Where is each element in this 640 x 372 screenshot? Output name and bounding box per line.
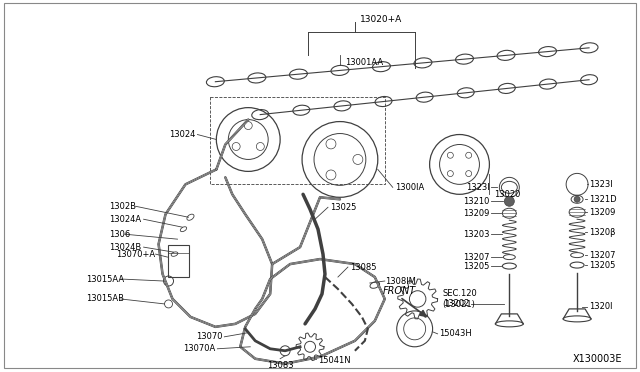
Text: 13024A: 13024A <box>109 215 141 224</box>
Text: 13209: 13209 <box>589 208 616 217</box>
Text: 13070: 13070 <box>196 332 222 341</box>
Text: 13015AB: 13015AB <box>86 295 124 304</box>
Text: 13070A: 13070A <box>183 344 216 353</box>
Text: 15043H: 15043H <box>440 329 472 338</box>
Text: 13205: 13205 <box>589 260 616 270</box>
Text: 13209: 13209 <box>463 209 490 218</box>
Text: 1320β: 1320β <box>589 228 616 237</box>
Bar <box>168 245 189 277</box>
Text: SEC.120: SEC.120 <box>443 289 477 298</box>
Text: 1323l: 1323l <box>466 183 490 192</box>
Text: 1308lM: 1308lM <box>385 276 415 286</box>
Text: 1321D: 1321D <box>589 195 617 204</box>
Text: 1320l: 1320l <box>589 302 612 311</box>
Text: 13024B: 13024B <box>109 243 141 251</box>
Text: 13207: 13207 <box>463 253 490 262</box>
Text: 13025: 13025 <box>330 203 356 212</box>
Text: 13207: 13207 <box>589 251 616 260</box>
Text: 13083: 13083 <box>267 361 294 370</box>
Circle shape <box>504 196 515 206</box>
Text: 13203: 13203 <box>463 230 490 239</box>
Text: 13205: 13205 <box>463 262 490 270</box>
Text: 13202: 13202 <box>443 299 470 308</box>
Text: 1323l: 1323l <box>589 180 612 189</box>
Text: 13210: 13210 <box>463 197 490 206</box>
Text: 13070+A: 13070+A <box>116 250 155 259</box>
Text: (13021): (13021) <box>443 301 476 310</box>
Text: 13024: 13024 <box>169 130 195 139</box>
Text: 13015AA: 13015AA <box>86 275 124 283</box>
Text: 1300lA: 1300lA <box>395 183 424 192</box>
Text: X130003E: X130003E <box>572 354 622 364</box>
Text: 13020+A: 13020+A <box>360 15 402 25</box>
Text: 13001AA: 13001AA <box>345 58 383 67</box>
Text: 15041N: 15041N <box>318 356 351 365</box>
Text: 1302B: 1302B <box>109 202 136 211</box>
Text: 1306: 1306 <box>109 230 130 239</box>
Text: 13020: 13020 <box>494 190 521 199</box>
Text: FRONT: FRONT <box>383 286 416 296</box>
Circle shape <box>574 196 580 202</box>
Text: 13085: 13085 <box>350 263 376 272</box>
